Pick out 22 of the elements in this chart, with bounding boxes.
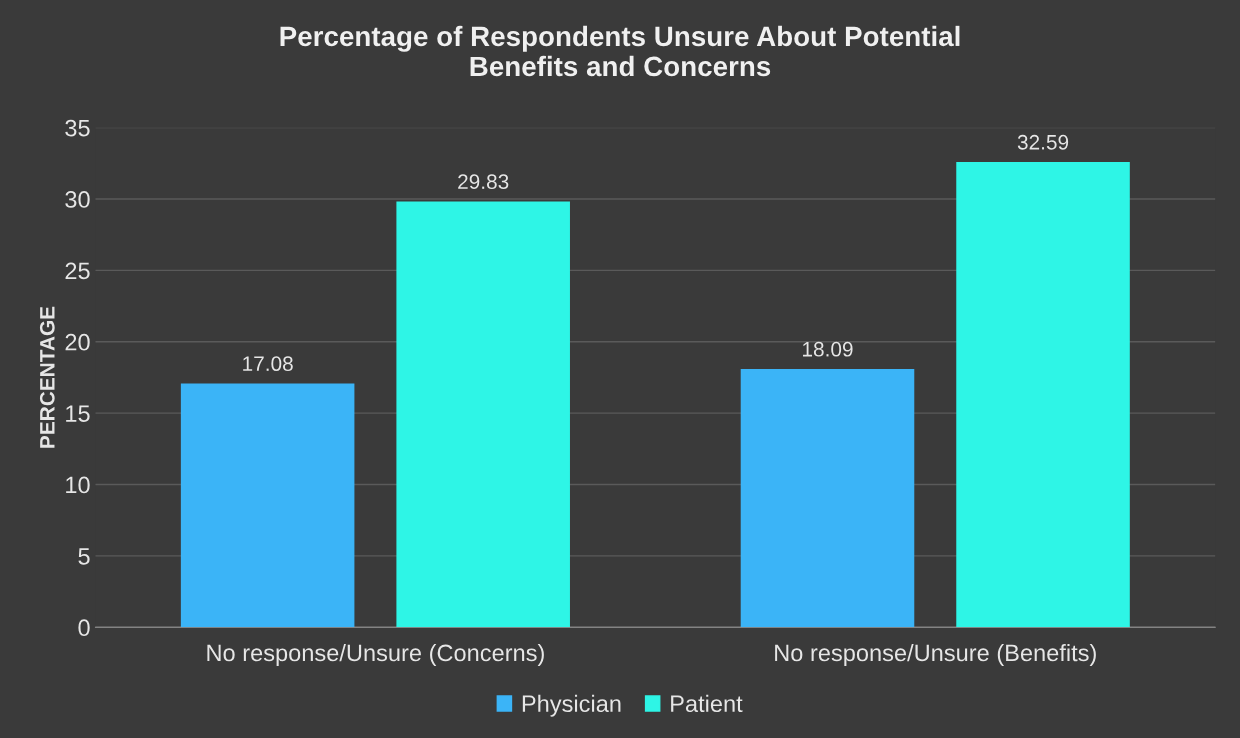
y-tick-label: 5 xyxy=(78,548,90,565)
bar xyxy=(180,383,355,628)
y-tick-label: 30 xyxy=(65,191,90,208)
data-label: 17.08 xyxy=(243,356,293,372)
bar xyxy=(396,201,570,628)
data-label: 32.59 xyxy=(1017,134,1069,150)
legend-label: Patient xyxy=(671,694,743,713)
bar xyxy=(956,162,1130,628)
bar xyxy=(740,369,915,628)
y-tick-label: 20 xyxy=(65,333,90,351)
legend-label: Physician xyxy=(522,694,621,717)
y-tick-label: 0 xyxy=(78,619,90,637)
y-tick-label: 25 xyxy=(65,262,90,280)
x-tick-label: No response/Unsure (Concerns) xyxy=(207,643,544,666)
data-label: 18.09 xyxy=(803,341,853,357)
y-axis-title: PERCENTAGE xyxy=(39,306,55,448)
y-tick-label: 15 xyxy=(66,405,90,422)
x-tick-label: No response/Unsure (Benefits) xyxy=(775,643,1096,666)
data-label: 29.83 xyxy=(458,174,509,190)
chart-title: Percentage of Respondents Unsure About Potential Benefits and Concerns xyxy=(280,25,960,77)
y-tick-label: 10 xyxy=(66,476,90,494)
y-tick-label: 35 xyxy=(65,119,90,137)
